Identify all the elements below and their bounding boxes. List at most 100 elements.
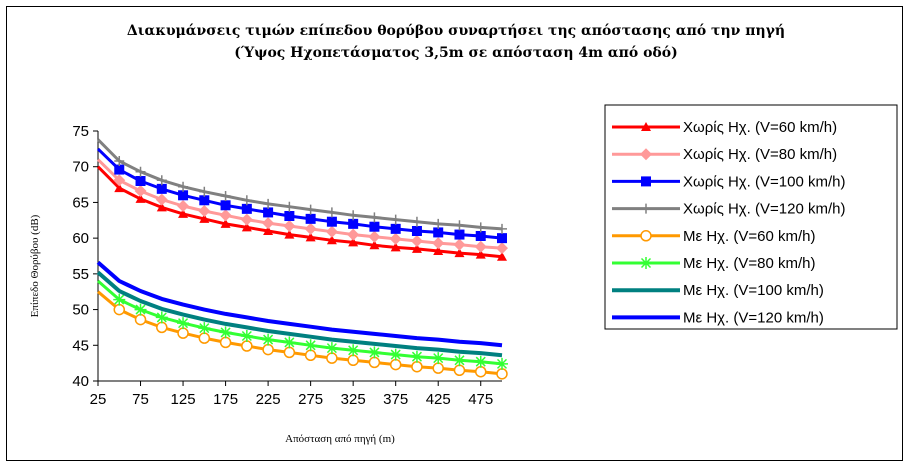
data-point (199, 186, 210, 197)
data-point (347, 344, 360, 357)
data-point (113, 303, 126, 316)
data-point (432, 237, 445, 250)
data-point (453, 238, 466, 251)
data-point (241, 195, 252, 206)
data-point (326, 216, 337, 227)
chart-title: Διακυμάνσεις τιμών επίπεδου θορύβου συνα… (127, 22, 785, 39)
legend-marker (641, 122, 651, 131)
data-point (114, 164, 125, 175)
data-point (219, 209, 232, 222)
data-point (496, 368, 508, 380)
legend-label: Χωρίς Ηχ. (V=60 km/h) (683, 119, 837, 136)
data-point (135, 193, 146, 203)
y-axis-title: Επίπεδο Θορύβου (dB) (29, 214, 41, 317)
data-point (453, 364, 466, 377)
legend-marker (641, 176, 651, 187)
x-tick-label: 275 (298, 391, 323, 408)
data-point (347, 354, 359, 367)
x-tick-label: 325 (341, 391, 366, 408)
x-axis-title: Απόσταση από πηγή (m) (285, 433, 395, 445)
data-point (411, 243, 422, 253)
data-point (496, 357, 508, 370)
legend-label: Χωρίς Ηχ. (V=80 km/h) (683, 146, 837, 163)
data-point (156, 202, 167, 212)
data-point (262, 343, 274, 356)
data-point (368, 356, 381, 369)
data-point (198, 332, 211, 344)
legend-marker (640, 257, 652, 269)
x-tick-label: 175 (213, 391, 238, 408)
data-point (454, 229, 465, 240)
y-tick-label: 65 (72, 194, 89, 211)
data-point (220, 191, 231, 201)
data-point (496, 242, 508, 255)
data-point (114, 183, 125, 193)
data-point (283, 220, 296, 232)
data-point (114, 156, 125, 166)
data-point (497, 233, 507, 244)
data-point (410, 350, 423, 363)
data-point (390, 242, 401, 252)
data-point (113, 293, 126, 306)
data-point (497, 251, 507, 261)
data-point (262, 217, 275, 230)
data-point (433, 227, 444, 238)
legend-label: Με Ηχ. (V=100 km/h) (683, 282, 824, 299)
data-point (199, 195, 210, 206)
data-point (389, 358, 402, 371)
data-point (411, 360, 423, 373)
data-point (368, 346, 381, 359)
data-point (411, 216, 422, 227)
y-tick-label: 55 (72, 266, 89, 283)
data-point (411, 226, 422, 236)
data-point (177, 327, 189, 339)
data-point (433, 218, 444, 229)
y-tick-label: 60 (72, 230, 89, 247)
data-point (454, 220, 465, 231)
data-point (369, 221, 380, 232)
data-point (113, 174, 126, 187)
data-point (432, 352, 445, 365)
data-point (326, 207, 337, 218)
data-point (305, 204, 316, 215)
data-point (219, 336, 232, 349)
plot-area: 40 45 50 55 60 65 70 75 25 75 125 175 225 275 325 375 42… (72, 123, 508, 408)
data-point (453, 354, 466, 367)
data-point (389, 232, 402, 245)
data-point (135, 166, 146, 177)
legend: Χωρίς Ηχ. (V=60 km/h) Χωρίς Ηχ. (V=80 km/… (612, 119, 845, 326)
data-point (134, 185, 147, 197)
data-point (474, 240, 487, 253)
data-point (304, 349, 317, 362)
data-point (178, 190, 189, 201)
data-point (134, 313, 147, 326)
data-point (220, 200, 231, 211)
data-point (432, 362, 444, 374)
data-point (156, 321, 168, 334)
chart-subtitle: (Ύψος Ηχοπετάσματος 3,5m σε απόσταση 4m … (234, 45, 677, 61)
data-point (240, 213, 253, 226)
y-tick-label: 45 (72, 337, 89, 354)
data-point (263, 198, 274, 209)
data-point (156, 175, 167, 186)
x-tick-label: 125 (171, 391, 196, 408)
x-tick-label: 225 (256, 391, 281, 408)
data-point (304, 339, 317, 352)
legend-label: Με Ηχ. (V=60 km/h) (683, 228, 816, 245)
x-tick-label: 25 (90, 391, 107, 408)
data-point (368, 230, 381, 243)
data-point (135, 176, 146, 186)
x-tick-label: 425 (426, 391, 451, 408)
data-point (284, 211, 295, 221)
data-point (389, 348, 402, 361)
series-line (96, 165, 503, 259)
y-tick-label: 50 (72, 302, 89, 319)
y-tick-label: 40 (72, 373, 89, 390)
data-point (475, 249, 486, 259)
data-point (305, 232, 316, 242)
y-tick-label: 70 (72, 159, 89, 176)
legend-marker (640, 230, 652, 242)
data-point (325, 342, 338, 355)
x-tick-label: 375 (383, 391, 408, 408)
data-point (304, 222, 317, 235)
